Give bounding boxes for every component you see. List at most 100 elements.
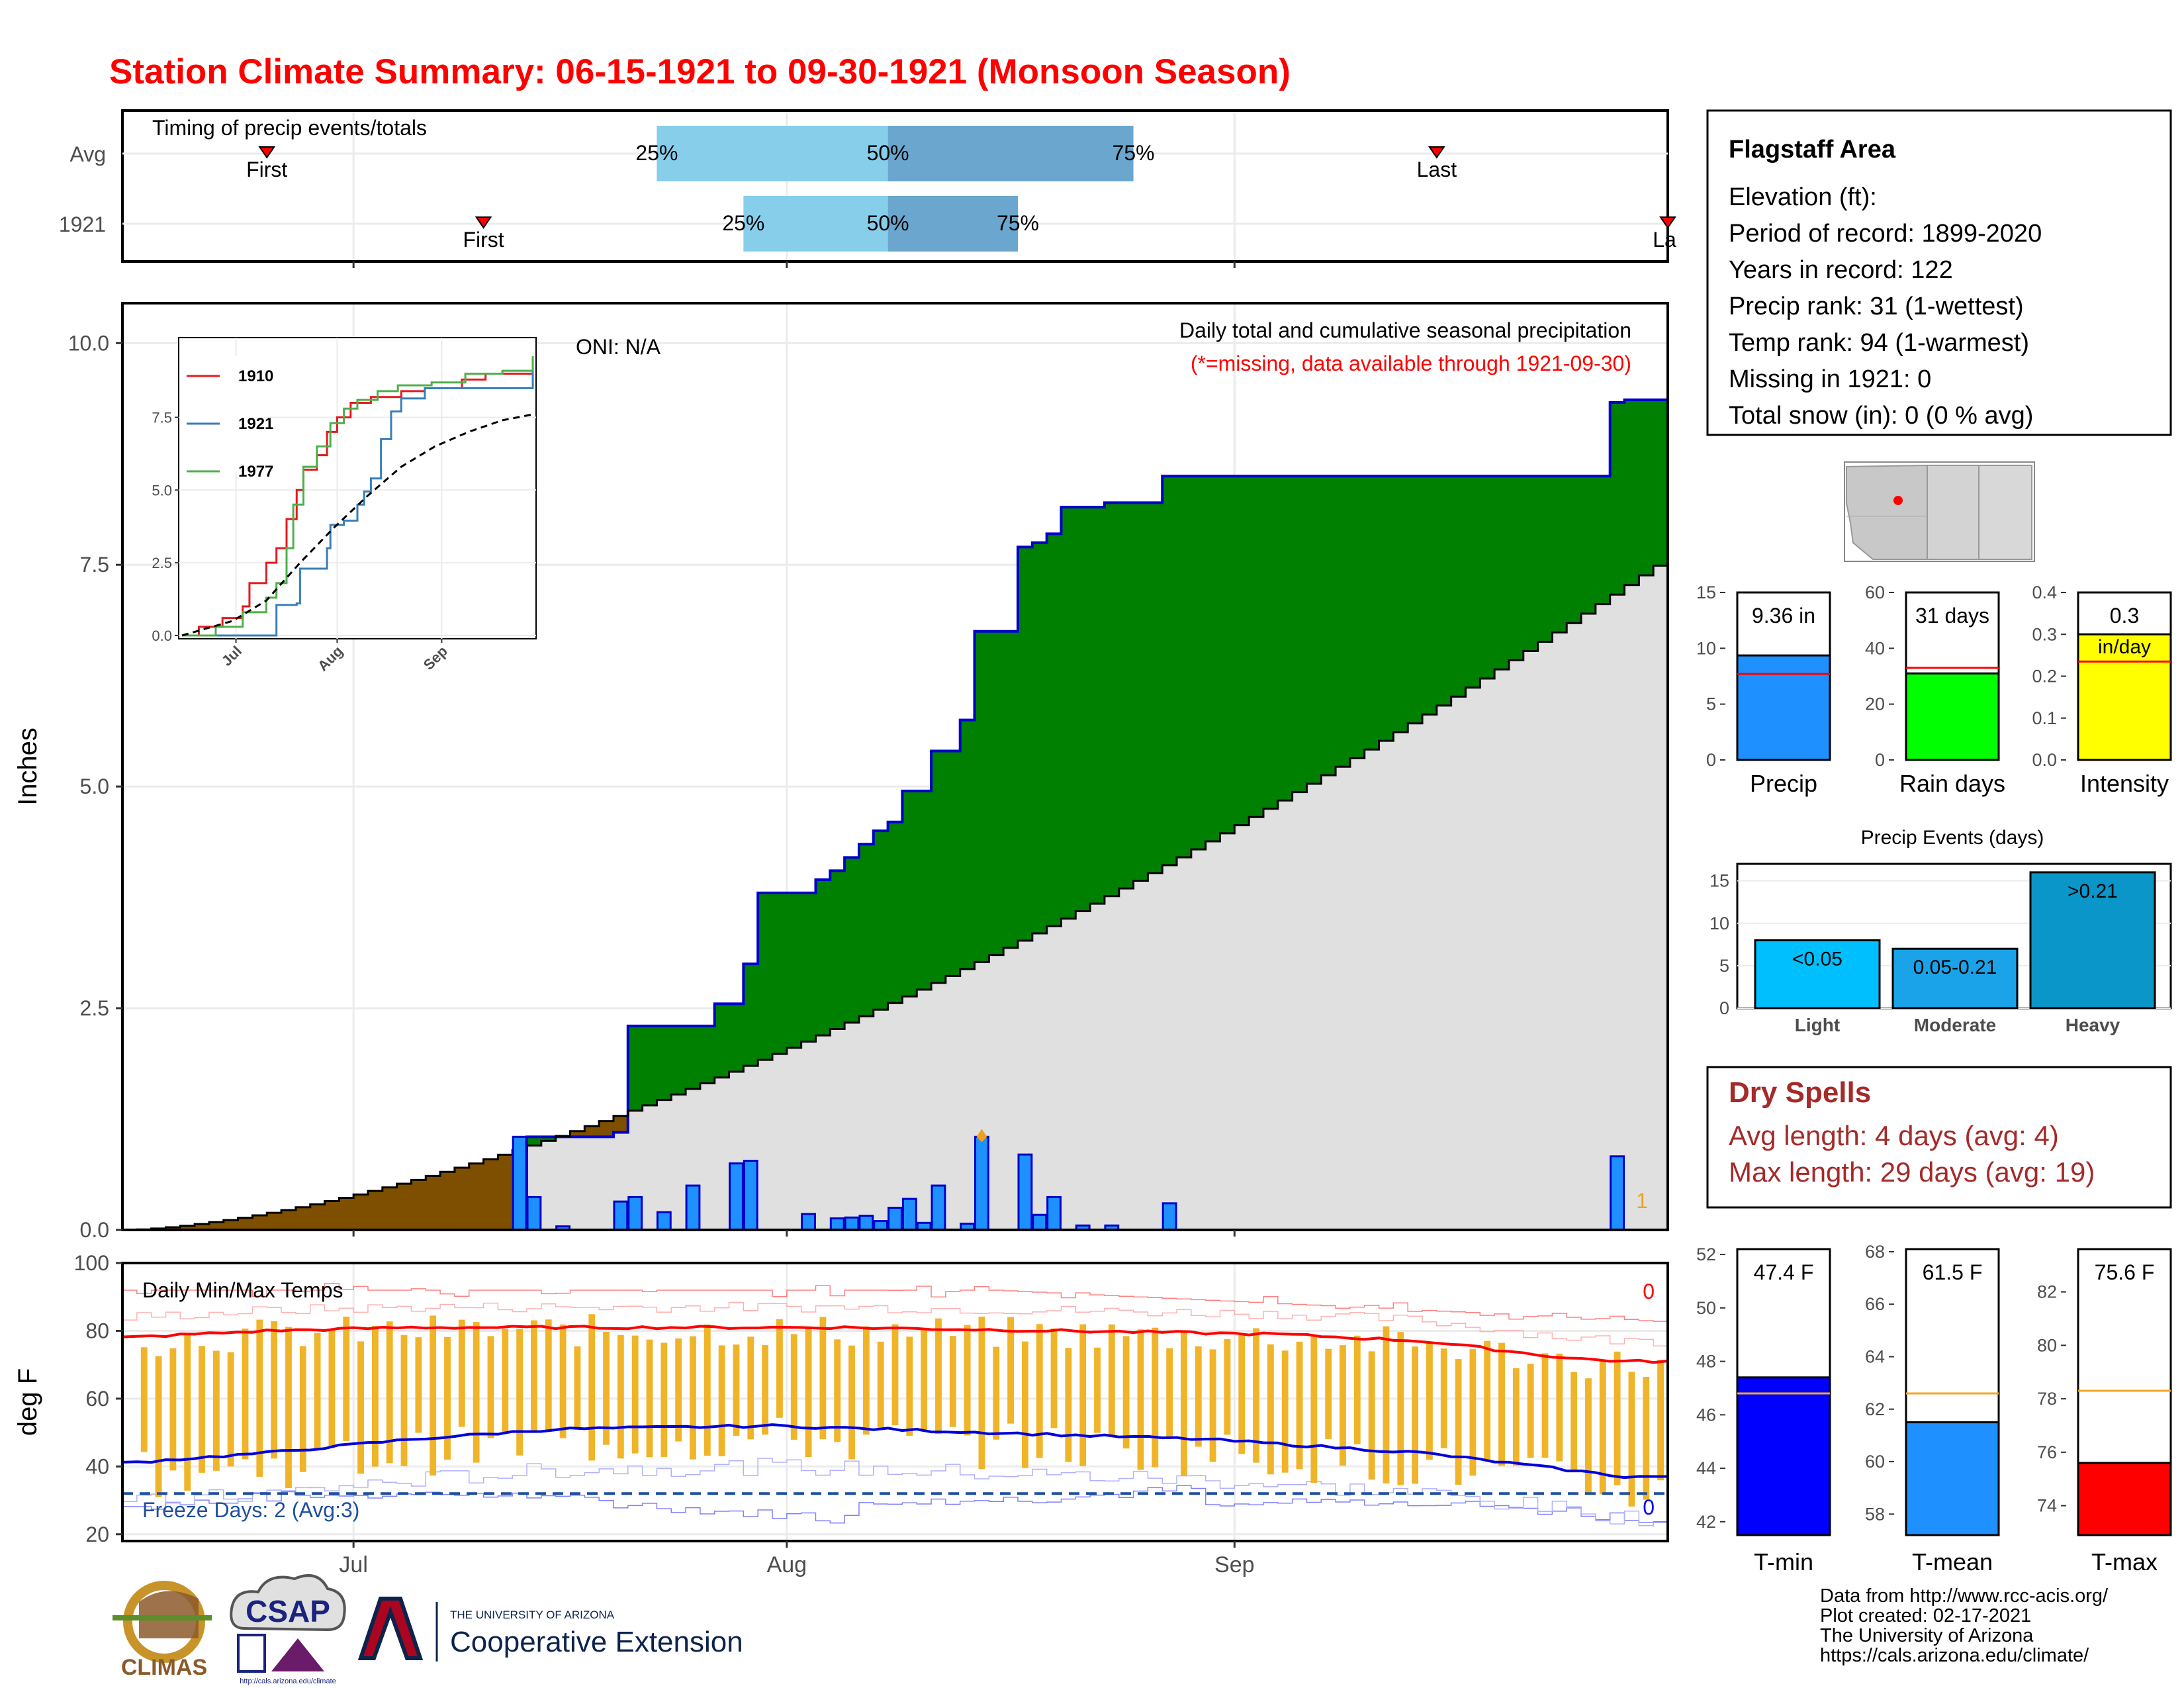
daily-temp-bar [458, 1319, 465, 1427]
surplus-area [1422, 476, 1437, 715]
daily-precip-bar [801, 1213, 816, 1231]
station-location-marker [1893, 496, 1903, 505]
daily-temp-bar [502, 1329, 509, 1432]
deficit-area [599, 1121, 614, 1137]
daily-temp-bar [444, 1336, 451, 1460]
surplus-area [1177, 476, 1192, 858]
daily-temp-bar [1585, 1378, 1592, 1493]
surplus-area [815, 879, 831, 1036]
daily-temp-bar [285, 1327, 292, 1489]
footer-line: https://cals.arizona.edu/climate/ [1820, 1645, 2089, 1666]
daily-temp-bar [1340, 1345, 1346, 1466]
surplus-area [1162, 476, 1177, 866]
season-ytick-label: 0.3 [2032, 624, 2057, 644]
daily-temp-bar [747, 1336, 754, 1440]
events-ytick-label: 5 [1719, 956, 1729, 976]
inset-line-normal [181, 413, 533, 637]
season-ytick-label: 64 [1865, 1346, 1885, 1366]
missing-note: (*=missing, data available through 1921-… [1191, 352, 1631, 375]
season-panel-rain-days: 0 20 40 60 31 days Rain days [1865, 583, 2005, 797]
timing-q50-q75-bar [887, 196, 1018, 252]
temp-ytick-label: 60 [85, 1387, 109, 1411]
surplus-area [873, 831, 889, 1010]
daily-temp-bar [1108, 1324, 1115, 1436]
season-ytick-label: 58 [1865, 1504, 1885, 1524]
climas-wordmark: CLIMAS [121, 1655, 207, 1680]
temp-ylabel: deg F [13, 1368, 42, 1436]
daily-temp-bar [935, 1318, 942, 1434]
surplus-area [1118, 502, 1134, 889]
surplus-area [1046, 534, 1062, 926]
season-ytick-label: 0.1 [2032, 708, 2057, 728]
daily-temp-bar [603, 1332, 610, 1445]
season-panel-precip: 0 5 10 15 9.36 in Precip [1696, 583, 1831, 797]
season-ytick-label: 0 [1875, 750, 1885, 770]
surplus-area [844, 857, 860, 1023]
daily-temp-bar [993, 1346, 1000, 1440]
daily-precip-bar [1161, 1202, 1177, 1231]
daily-temp-bar [1541, 1353, 1549, 1458]
surplus-area [642, 1025, 657, 1105]
daily-temp-bar [1469, 1349, 1477, 1476]
deficit-area [238, 1217, 253, 1230]
precip-ytick-label: 10.0 [68, 331, 109, 355]
daily-temp-bar [1440, 1348, 1447, 1448]
timing-q25-label: 25% [722, 211, 764, 235]
season-panel-label: T-min [1754, 1548, 1813, 1575]
daily-temp-bar [819, 1317, 827, 1440]
surplus-area [1523, 476, 1539, 651]
daily-precip-bar [873, 1220, 889, 1231]
season-ytick-label: 42 [1696, 1512, 1716, 1532]
daily-temp-bar [256, 1319, 263, 1477]
surplus-area [1234, 476, 1250, 825]
surplus-area [830, 870, 845, 1029]
surplus-area [1336, 476, 1351, 767]
daily-precip-bar [685, 1184, 701, 1231]
daily-temp-bar [1238, 1335, 1246, 1454]
season-panel-t-mean: 58 60 62 64 66 68 61.5 F T-mean [1865, 1242, 2000, 1575]
surplus-area [1379, 476, 1394, 741]
events-bar-label: <0.05 [1792, 948, 1843, 970]
footer-line: Plot created: 02-17-2021 [1820, 1605, 2031, 1626]
surplus-area [1465, 476, 1480, 688]
season-panel-intensity: 0.0 0.1 0.2 0.3 0.4 0.3 in/day Intensity [2032, 583, 2172, 797]
daily-temp-bar [776, 1319, 783, 1418]
surplus-area [1436, 476, 1452, 706]
station-info-line: Years in record: 122 [1729, 256, 1953, 284]
daily-temp-bar [1325, 1348, 1332, 1439]
surplus-area [1133, 502, 1148, 881]
surplus-area [1581, 476, 1596, 614]
daily-temp-bar [1383, 1326, 1390, 1484]
season-value-label: 75.6 F [2095, 1260, 2155, 1284]
surplus-area [945, 751, 961, 976]
timing-first-marker [475, 216, 492, 229]
surplus-area [772, 892, 788, 1055]
timing-first-label: First [246, 158, 287, 181]
temp-ytick-label: 20 [85, 1523, 109, 1546]
deficit-area [252, 1215, 267, 1230]
season-panel-label: Intensity [2080, 770, 2169, 797]
timing-q50-label: 50% [867, 141, 909, 165]
daily-precip-bar [974, 1135, 989, 1231]
deficit-area [411, 1180, 426, 1230]
deficit-area [613, 1115, 629, 1133]
timing-q25-q50-bar [657, 126, 888, 181]
timing-q25-label: 25% [635, 141, 678, 165]
season-ytick-label: 50 [1696, 1298, 1716, 1318]
surplus-area [1364, 476, 1380, 750]
daily-temp-bar [1397, 1332, 1404, 1485]
temp-ytick-label: 80 [85, 1319, 109, 1342]
season-value-bar [2077, 633, 2172, 761]
surplus-area [527, 1137, 542, 1146]
max-precip-marker [976, 1129, 987, 1143]
surplus-area [1653, 400, 1668, 566]
season-ytick-label: 40 [1865, 638, 1885, 658]
temp-ytick-label: 100 [74, 1251, 109, 1275]
daily-temp-bar [155, 1356, 162, 1497]
surplus-area [989, 631, 1004, 955]
season-value-bar [1905, 1421, 2000, 1536]
csap-url: http://cals.arizona.edu/climate [240, 1677, 336, 1685]
season-panel-label: Precip [1750, 770, 1817, 797]
arizona-locator-map [1844, 461, 2035, 562]
surplus-area [1494, 476, 1510, 670]
